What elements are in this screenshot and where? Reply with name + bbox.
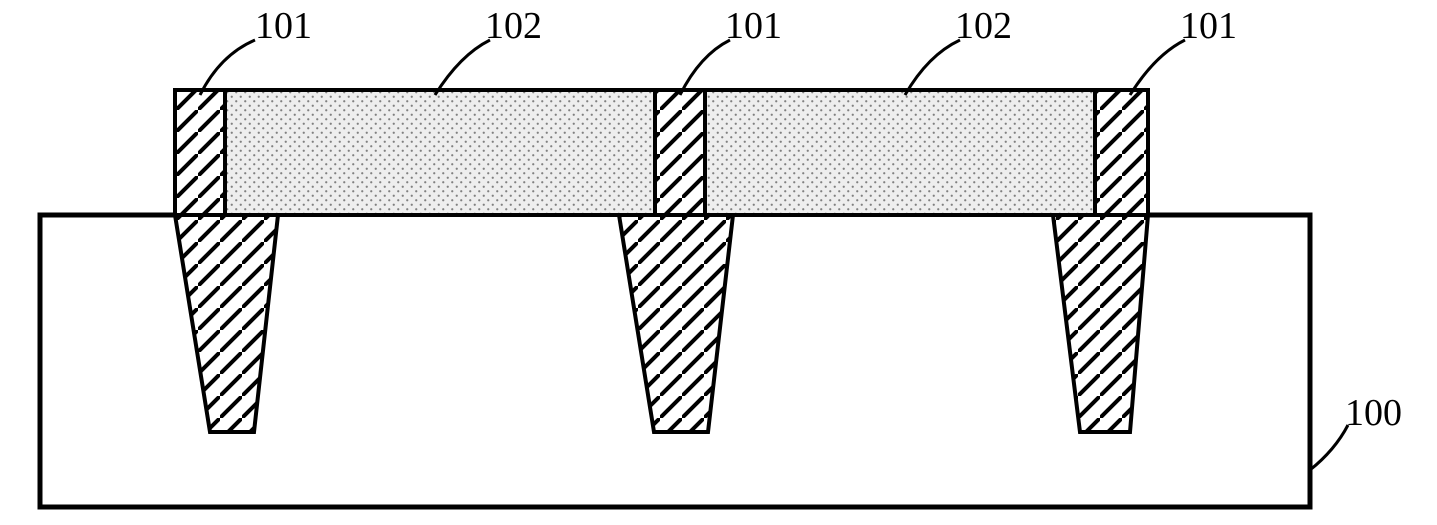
label-102-2: 102 bbox=[485, 5, 542, 47]
leader-line-5 bbox=[1130, 40, 1185, 95]
label-102-4: 102 bbox=[955, 5, 1012, 47]
leader-line-1 bbox=[200, 40, 255, 95]
label-101-5: 101 bbox=[1180, 5, 1237, 47]
diagram-canvas: 101 102 101 102 101 100 bbox=[0, 0, 1437, 525]
leader-line-4 bbox=[905, 40, 960, 95]
film-102-2 bbox=[705, 90, 1095, 215]
isolation-top-3 bbox=[1095, 90, 1148, 215]
leader-line-3 bbox=[680, 40, 730, 95]
label-101-3: 101 bbox=[725, 5, 782, 47]
label-101-1: 101 bbox=[255, 5, 312, 47]
film-102-1 bbox=[225, 90, 655, 215]
leader-line-2 bbox=[435, 40, 490, 95]
leader-line-6 bbox=[1310, 425, 1348, 470]
isolation-top-1 bbox=[175, 90, 225, 215]
isolation-top-2 bbox=[655, 90, 705, 215]
label-100-6: 100 bbox=[1345, 392, 1402, 434]
